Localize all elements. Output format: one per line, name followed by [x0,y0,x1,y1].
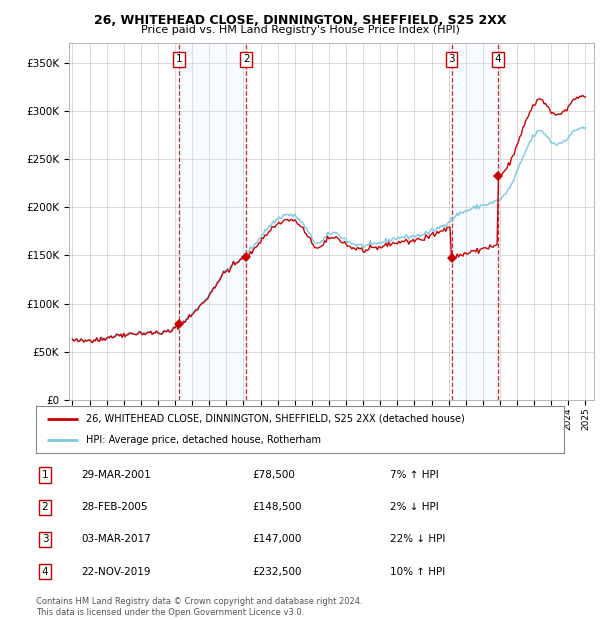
Text: 22-NOV-2019: 22-NOV-2019 [81,567,151,577]
Text: 4: 4 [41,567,49,577]
Text: 10% ↑ HPI: 10% ↑ HPI [390,567,445,577]
Text: 26, WHITEHEAD CLOSE, DINNINGTON, SHEFFIELD, S25 2XX (detached house): 26, WHITEHEAD CLOSE, DINNINGTON, SHEFFIE… [86,414,465,423]
Text: 1: 1 [41,470,49,480]
Text: £148,500: £148,500 [252,502,302,512]
Text: 2: 2 [243,55,250,64]
Text: £78,500: £78,500 [252,470,295,480]
Text: £232,500: £232,500 [252,567,302,577]
Text: 3: 3 [448,55,455,64]
Text: 26, WHITEHEAD CLOSE, DINNINGTON, SHEFFIELD, S25 2XX: 26, WHITEHEAD CLOSE, DINNINGTON, SHEFFIE… [94,14,506,27]
Bar [452,43,498,400]
Text: Price paid vs. HM Land Registry's House Price Index (HPI): Price paid vs. HM Land Registry's House … [140,25,460,35]
Text: 3: 3 [41,534,49,544]
Text: Contains HM Land Registry data © Crown copyright and database right 2024.
This d: Contains HM Land Registry data © Crown c… [36,598,362,617]
Text: HPI: Average price, detached house, Rotherham: HPI: Average price, detached house, Roth… [86,435,321,445]
Text: 28-FEB-2005: 28-FEB-2005 [81,502,148,512]
Text: 29-MAR-2001: 29-MAR-2001 [81,470,151,480]
Bar [179,43,246,400]
Text: 4: 4 [495,55,502,64]
Text: 2% ↓ HPI: 2% ↓ HPI [390,502,439,512]
Text: 22% ↓ HPI: 22% ↓ HPI [390,534,445,544]
Text: 1: 1 [176,55,182,64]
Text: £147,000: £147,000 [252,534,301,544]
Text: 2: 2 [41,502,49,512]
Text: 7% ↑ HPI: 7% ↑ HPI [390,470,439,480]
Text: 03-MAR-2017: 03-MAR-2017 [81,534,151,544]
